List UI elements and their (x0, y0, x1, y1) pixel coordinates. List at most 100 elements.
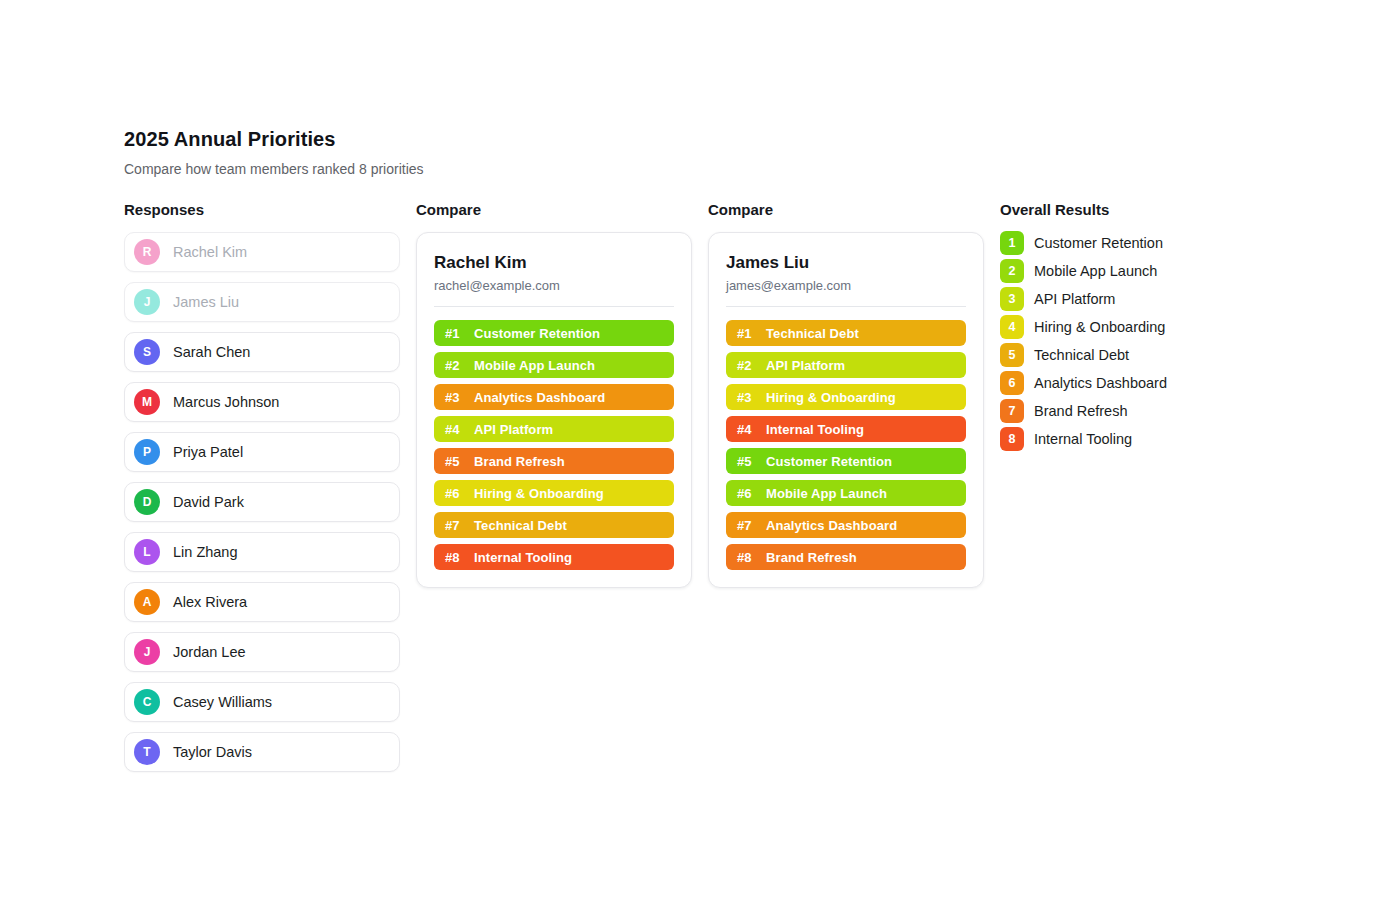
overall-result-label: API Platform (1034, 291, 1115, 307)
ranking-bar-label: Brand Refresh (766, 550, 857, 565)
ranking-bar: #7 Analytics Dashboard (726, 512, 966, 538)
ranking-bar: #2 API Platform (726, 352, 966, 378)
response-person-row[interactable]: C Casey Williams (124, 682, 400, 722)
ranking-bar-rank: #2 (445, 358, 474, 373)
person-avatar: R (134, 239, 160, 265)
person-name: Priya Patel (173, 444, 243, 460)
ranking-bar: #3 Hiring & Onboarding (726, 384, 966, 410)
response-person-row[interactable]: A Alex Rivera (124, 582, 400, 622)
ranking-bar-label: Internal Tooling (474, 550, 572, 565)
response-person-row[interactable]: J Jordan Lee (124, 632, 400, 672)
ranking-bar: #8 Internal Tooling (434, 544, 674, 570)
response-person-row[interactable]: T Taylor Davis (124, 732, 400, 772)
overall-result-label: Internal Tooling (1034, 431, 1132, 447)
person-name: Rachel Kim (173, 244, 247, 260)
response-person-row[interactable]: S Sarah Chen (124, 332, 400, 372)
ranking-bars: #1 Technical Debt #2 API Platform #3 Hir… (726, 320, 966, 570)
overall-result-row: 8 Internal Tooling (1000, 427, 1260, 451)
ranking-bar-rank: #2 (737, 358, 766, 373)
ranking-bar-rank: #3 (737, 390, 766, 405)
ranking-bar-rank: #4 (737, 422, 766, 437)
compare-card-name: James Liu (726, 253, 966, 273)
overall-result-row: 4 Hiring & Onboarding (1000, 315, 1260, 339)
response-person-row[interactable]: P Priya Patel (124, 432, 400, 472)
ranking-bar-label: Internal Tooling (766, 422, 864, 437)
ranking-bar: #5 Brand Refresh (434, 448, 674, 474)
overall-result-row: 6 Analytics Dashboard (1000, 371, 1260, 395)
ranking-bar-label: Analytics Dashboard (474, 390, 605, 405)
overall-result-label: Customer Retention (1034, 235, 1163, 251)
overall-result-label: Technical Debt (1034, 347, 1129, 363)
person-avatar: D (134, 489, 160, 515)
overall-rank-badge: 5 (1000, 343, 1024, 367)
overall-rank-badge: 6 (1000, 371, 1024, 395)
person-avatar: T (134, 739, 160, 765)
ranking-bar-label: API Platform (474, 422, 553, 437)
overall-result-label: Analytics Dashboard (1034, 375, 1167, 391)
person-avatar: C (134, 689, 160, 715)
ranking-bar-rank: #7 (737, 518, 766, 533)
page-subtitle: Compare how team members ranked 8 priori… (124, 161, 424, 177)
ranking-bar-rank: #7 (445, 518, 474, 533)
response-person-row[interactable]: L Lin Zhang (124, 532, 400, 572)
person-avatar: L (134, 539, 160, 565)
compare-card-james: James Liu james@example.com #1 Technical… (708, 232, 984, 588)
compare-card-rachel: Rachel Kim rachel@example.com #1 Custome… (416, 232, 692, 588)
response-person-row[interactable]: D David Park (124, 482, 400, 522)
compare-header-1: Compare (416, 201, 481, 218)
ranking-bar-label: Technical Debt (766, 326, 859, 341)
person-avatar: J (134, 289, 160, 315)
compare-card-email: rachel@example.com (434, 278, 674, 293)
overall-result-row: 5 Technical Debt (1000, 343, 1260, 367)
person-name: Lin Zhang (173, 544, 238, 560)
compare-card-email: james@example.com (726, 278, 966, 293)
person-name: David Park (173, 494, 244, 510)
response-person-row[interactable]: M Marcus Johnson (124, 382, 400, 422)
ranking-bar-rank: #4 (445, 422, 474, 437)
ranking-bar-rank: #1 (445, 326, 474, 341)
response-person-row[interactable]: R Rachel Kim (124, 232, 400, 272)
overall-rank-badge: 1 (1000, 231, 1024, 255)
ranking-bar: #2 Mobile App Launch (434, 352, 674, 378)
ranking-bar: #1 Technical Debt (726, 320, 966, 346)
person-name: Casey Williams (173, 694, 272, 710)
compare-header-2: Compare (708, 201, 773, 218)
overall-result-row: 3 API Platform (1000, 287, 1260, 311)
overall-results-header: Overall Results (1000, 201, 1109, 218)
ranking-bar: #8 Brand Refresh (726, 544, 966, 570)
ranking-bar-label: Hiring & Onboarding (474, 486, 604, 501)
ranking-bar-label: Technical Debt (474, 518, 567, 533)
responses-list: R Rachel Kim J James Liu S Sarah Chen M … (124, 232, 400, 782)
person-avatar: M (134, 389, 160, 415)
ranking-bar-rank: #8 (445, 550, 474, 565)
ranking-bar: #4 API Platform (434, 416, 674, 442)
ranking-bar-rank: #5 (737, 454, 766, 469)
overall-result-label: Hiring & Onboarding (1034, 319, 1165, 335)
ranking-bar-label: Mobile App Launch (474, 358, 595, 373)
response-person-row[interactable]: J James Liu (124, 282, 400, 322)
person-avatar: J (134, 639, 160, 665)
overall-rank-badge: 2 (1000, 259, 1024, 283)
page-title: 2025 Annual Priorities (124, 128, 336, 151)
overall-result-row: 2 Mobile App Launch (1000, 259, 1260, 283)
card-divider (434, 306, 674, 307)
ranking-bar: #7 Technical Debt (434, 512, 674, 538)
ranking-bar-label: Hiring & Onboarding (766, 390, 896, 405)
ranking-bars: #1 Customer Retention #2 Mobile App Laun… (434, 320, 674, 570)
ranking-bar-label: Mobile App Launch (766, 486, 887, 501)
person-name: Alex Rivera (173, 594, 247, 610)
person-name: James Liu (173, 294, 239, 310)
overall-result-label: Brand Refresh (1034, 403, 1128, 419)
overall-rank-badge: 4 (1000, 315, 1024, 339)
ranking-bar: #4 Internal Tooling (726, 416, 966, 442)
overall-rank-badge: 8 (1000, 427, 1024, 451)
ranking-bar: #1 Customer Retention (434, 320, 674, 346)
ranking-bar-rank: #3 (445, 390, 474, 405)
person-name: Marcus Johnson (173, 394, 279, 410)
responses-header: Responses (124, 201, 204, 218)
ranking-bar: #5 Customer Retention (726, 448, 966, 474)
compare-card-name: Rachel Kim (434, 253, 674, 273)
card-divider (726, 306, 966, 307)
priorities-page: 2025 Annual Priorities Compare how team … (0, 0, 1400, 900)
ranking-bar-rank: #5 (445, 454, 474, 469)
